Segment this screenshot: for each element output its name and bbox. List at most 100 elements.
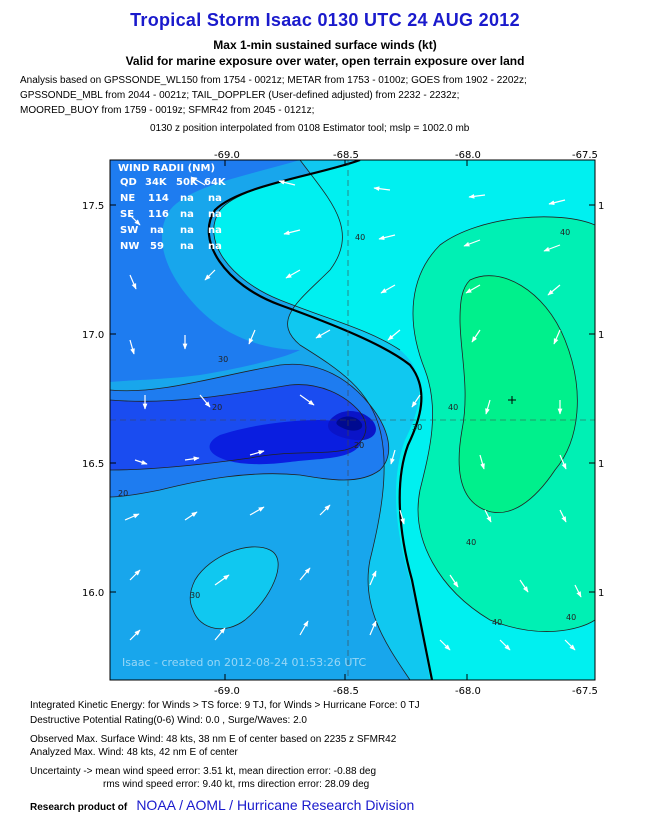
tropical-storm-force-line bbox=[207, 160, 434, 680]
uncertainty-mean: Uncertainty -> mean wind speed error: 3.… bbox=[30, 766, 377, 777]
wind-radii-quadrant: SE bbox=[120, 209, 134, 220]
wind-radii-value: na bbox=[150, 225, 164, 236]
wind-radii-value: na bbox=[208, 241, 222, 252]
analysis-note-2: GPSSONDE_MBL from 2044 - 0021z; TAIL_DOP… bbox=[20, 90, 460, 101]
wind-vector-arrow bbox=[574, 584, 582, 598]
y-tick-label-right: 1 bbox=[598, 201, 604, 212]
wind-vector-arrow bbox=[548, 199, 566, 206]
contour-label: 30 bbox=[412, 423, 422, 432]
y-tick-label-right: 1 bbox=[598, 459, 604, 470]
destructive-potential-info: Destructive Potential Rating(0-6) Wind: … bbox=[30, 715, 307, 726]
contour-lines bbox=[110, 160, 595, 680]
x-tick-label-bottom: -67.5 bbox=[572, 686, 598, 697]
wind-vector-arrow bbox=[499, 639, 511, 651]
wind-radii-table: WIND RADII (NM) QD 34K 50K 64K NE 114 na… bbox=[118, 163, 227, 252]
wind-vector-arrow bbox=[319, 504, 331, 516]
wind-vector-arrow bbox=[248, 329, 256, 345]
wind-vector-arrow bbox=[129, 629, 141, 641]
contour-label: 40 bbox=[566, 613, 576, 622]
contour-label: 30 bbox=[218, 355, 228, 364]
analysis-note-1: Analysis based on GPSSONDE_WL150 from 17… bbox=[20, 75, 527, 86]
wind-vector-arrow bbox=[283, 229, 301, 236]
wind-vector-arrow bbox=[399, 509, 405, 525]
wind-vector-arrow bbox=[564, 639, 576, 651]
wind-vector-arrow bbox=[285, 269, 301, 279]
contour-label: 20 bbox=[118, 489, 128, 498]
wind-vector-arrow bbox=[468, 193, 486, 199]
uncertainty-rms: rms wind speed error: 9.40 kt, rms direc… bbox=[103, 779, 370, 790]
wind-vector-arrow bbox=[471, 329, 481, 343]
wind-vector-arrow bbox=[378, 234, 396, 241]
wind-vector-arrow bbox=[184, 511, 198, 521]
wind-vector-arrow bbox=[369, 570, 377, 586]
contour-label: 30 bbox=[190, 591, 200, 600]
wind-radii-value: na bbox=[208, 193, 222, 204]
wind-vector-arrow bbox=[249, 450, 265, 456]
x-tick-label-top: -67.5 bbox=[572, 150, 598, 161]
wind-vector-arrow bbox=[547, 284, 561, 296]
wind-vector-arrow bbox=[129, 274, 137, 290]
y-tick-label: 16.5 bbox=[82, 459, 104, 470]
x-tick-label-top: -68.5 bbox=[333, 150, 359, 161]
y-tick-label: 17.5 bbox=[82, 201, 104, 212]
wind-vector-arrow bbox=[369, 620, 377, 636]
contour-labels: 40 40 40 40 30 30 20 20 20 30 40 40 bbox=[118, 228, 576, 627]
wind-vector-arrow bbox=[519, 579, 529, 593]
page-title: Tropical Storm Isaac 0130 UTC 24 AUG 201… bbox=[130, 10, 520, 30]
y-tick-label-right: 1 bbox=[598, 330, 604, 341]
footer: Research product of NOAA / AOML / Hurric… bbox=[30, 797, 414, 813]
wind-field-map: 40 40 40 40 30 30 20 20 20 30 40 40 WIND… bbox=[82, 150, 604, 697]
wind-vector-arrow bbox=[553, 329, 561, 345]
observed-max-wind: Observed Max. Surface Wind: 48 kts, 38 n… bbox=[30, 734, 397, 745]
wind-radii-value: na bbox=[180, 193, 194, 204]
wind-vector-arrow bbox=[463, 239, 481, 247]
wind-radii-header-34k: 34K bbox=[145, 177, 168, 188]
wind-radii-value: 116 bbox=[148, 209, 169, 220]
x-tick-label-top: -68.0 bbox=[455, 150, 481, 161]
footer-org-link[interactable]: NOAA / AOML / Hurricane Research Divisio… bbox=[136, 797, 415, 813]
wind-vector-arrow bbox=[390, 449, 396, 465]
wind-vector-arrow bbox=[411, 394, 421, 408]
wind-vector-arrow bbox=[559, 509, 567, 523]
wind-vector-arrow bbox=[214, 627, 226, 641]
wind-vector-arrow bbox=[373, 186, 391, 192]
wind-radii-header-64k: 64K bbox=[204, 177, 227, 188]
wind-radii-value: na bbox=[180, 241, 194, 252]
wind-vector-arrow bbox=[299, 620, 309, 636]
subtitle-validity: Valid for marine exposure over water, op… bbox=[125, 54, 525, 68]
wind-radii-title: WIND RADII (NM) bbox=[118, 163, 215, 174]
wind-vector-arrow bbox=[543, 244, 561, 252]
x-tick-label-top: -69.0 bbox=[214, 150, 240, 161]
wind-vector-arrow bbox=[299, 567, 311, 581]
band-45kt bbox=[459, 275, 578, 513]
wind-vector-arrow bbox=[484, 509, 492, 523]
wind-vector-arrow bbox=[184, 456, 200, 462]
analysis-note-3: MOORED_BUOY from 1759 - 0019z; SFMR42 fr… bbox=[20, 105, 315, 116]
wind-radii-quadrant: SW bbox=[120, 225, 138, 236]
wind-vector-arrow bbox=[278, 179, 296, 186]
wind-radii-value: na bbox=[180, 225, 194, 236]
wind-radii-value: 59 bbox=[150, 241, 164, 252]
wind-vector-arrow bbox=[387, 329, 401, 341]
wind-vector-arrow bbox=[380, 284, 396, 294]
wind-vector-arrow bbox=[129, 339, 135, 355]
wind-radii-header-50k: 50K bbox=[176, 177, 199, 188]
wind-vector-arrow bbox=[129, 569, 141, 581]
y-tick-label-right: 1 bbox=[598, 588, 604, 599]
wind-vector-arrow bbox=[439, 639, 451, 651]
x-tick-label-bottom: -68.0 bbox=[455, 686, 481, 697]
tick-marks bbox=[110, 160, 595, 680]
wind-vector-arrow bbox=[129, 214, 141, 226]
wind-vector-arrow bbox=[479, 454, 485, 470]
wind-vector-arrow bbox=[190, 176, 206, 186]
watermark: Isaac - created on 2012-08-24 01:53:26 U… bbox=[122, 656, 367, 669]
wind-radii-value: na bbox=[180, 209, 194, 220]
contour-label: 40 bbox=[492, 618, 502, 627]
band-20kt-north bbox=[110, 160, 300, 382]
contour-label: 40 bbox=[448, 403, 458, 412]
analyzed-max-wind: Analyzed Max. Wind: 48 kts, 42 nm E of c… bbox=[30, 747, 238, 758]
wind-contours: 40 40 40 40 30 30 20 20 20 30 40 40 WIND… bbox=[110, 160, 595, 680]
wind-vector-arrow bbox=[299, 394, 315, 406]
y-tick-label: 17.0 bbox=[82, 330, 104, 341]
wind-vector-arrow bbox=[214, 574, 230, 586]
